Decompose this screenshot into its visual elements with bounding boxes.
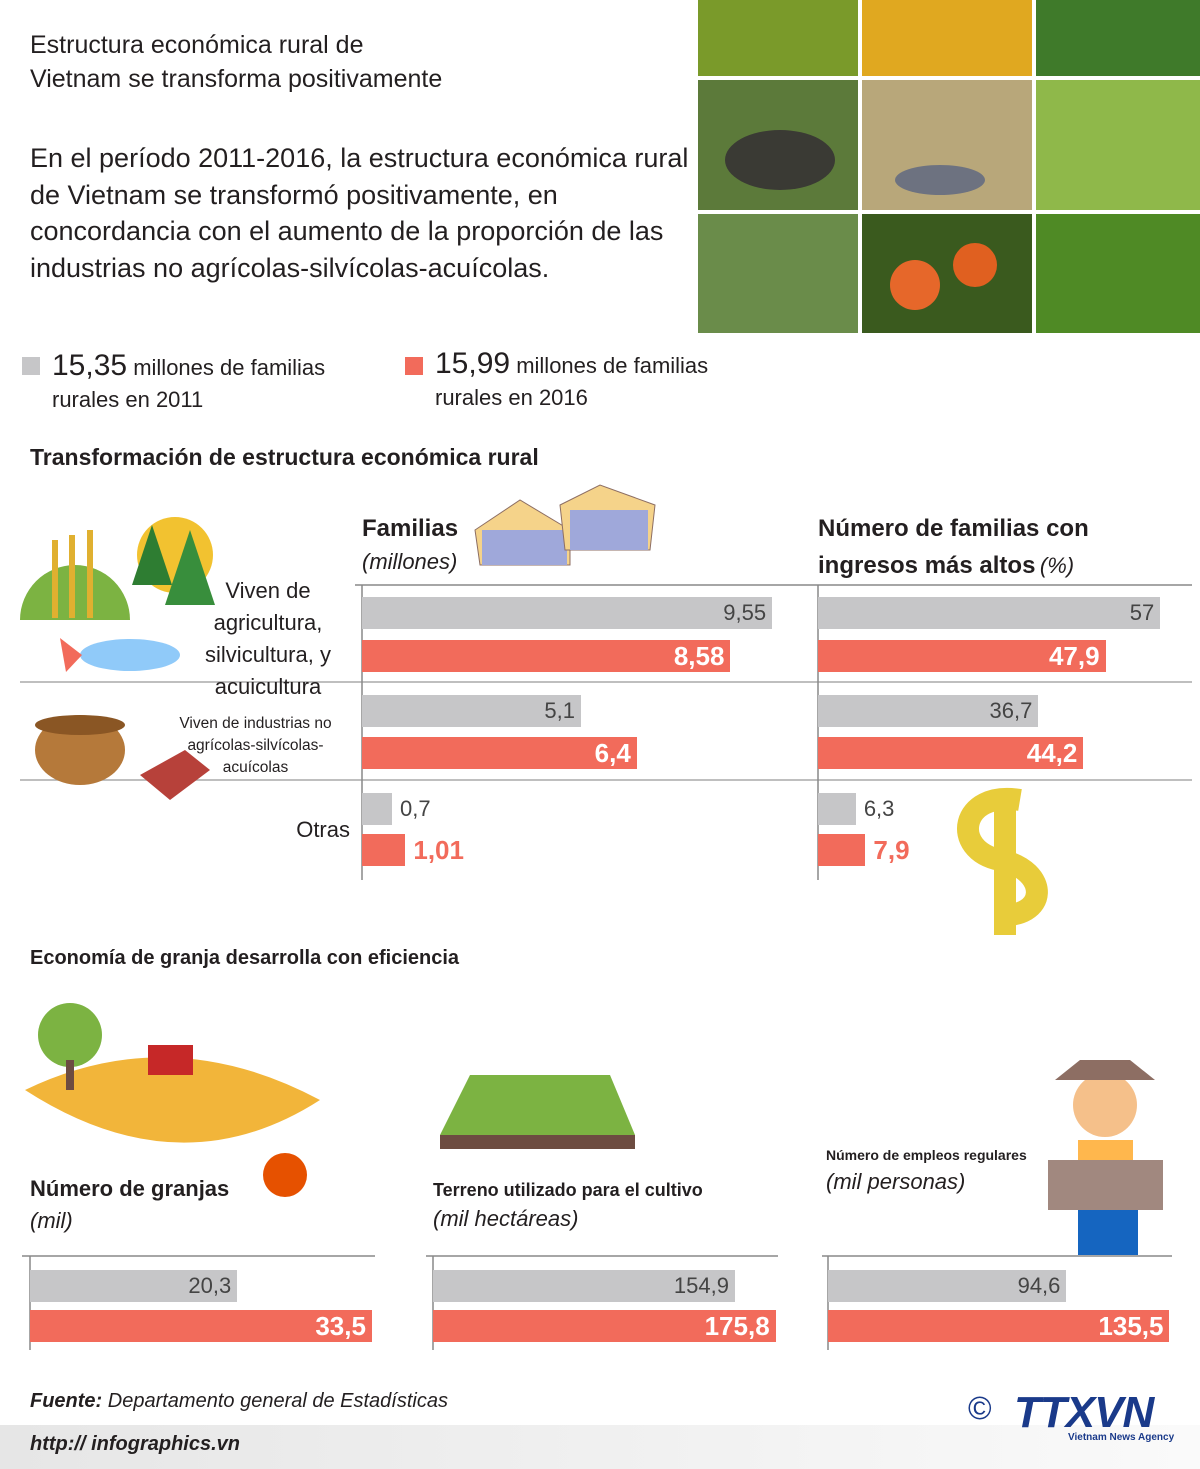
copyright: © xyxy=(968,1390,992,1426)
bar xyxy=(30,1310,372,1342)
value-label: 33,5 xyxy=(315,1311,366,1341)
source-label: Fuente: xyxy=(30,1390,103,1412)
bar xyxy=(818,640,1106,672)
url: http:// infographics.vn xyxy=(30,1433,240,1455)
category-label: Otras xyxy=(296,817,350,842)
bar xyxy=(818,793,856,825)
value-label: 5,1 xyxy=(544,698,575,723)
chart-title: Familias xyxy=(362,515,459,542)
bar xyxy=(818,695,1039,727)
bar xyxy=(362,597,773,629)
bar xyxy=(362,737,637,769)
value-label: 7,9 xyxy=(873,835,910,865)
chart-title: Terreno utilizado para el cultivo xyxy=(433,1180,703,1200)
logo: TTXVN xyxy=(1014,1388,1154,1437)
value-label: 175,8 xyxy=(704,1311,770,1341)
chart-title-block: Familias (millones) xyxy=(362,512,562,578)
bar xyxy=(362,640,731,672)
title: Estructura económica rural de Vietnam se… xyxy=(30,28,442,96)
value-label: 44,2 xyxy=(1026,738,1078,768)
value-label: 6,4 xyxy=(594,738,631,768)
value-label: 8,58 xyxy=(673,641,725,671)
bar xyxy=(433,1270,735,1302)
title-line: Vietnam se transforma positivamente xyxy=(30,65,443,93)
bar xyxy=(362,834,406,866)
intro-line: industrias no agrícolas-silvícolas-acuíc… xyxy=(30,252,550,283)
legend-item: 15,35 millones de familias rurales en 20… xyxy=(52,350,325,416)
chart-title: Número de empleos regulares xyxy=(826,1147,1027,1163)
category-label: Viven de industrias no agrícolas-silvíco… xyxy=(179,715,332,776)
legend-text: millones de familias xyxy=(516,353,709,378)
value-label: 94,6 xyxy=(1017,1273,1061,1298)
value-label: 57 xyxy=(1129,600,1155,625)
value-label: 9,55 xyxy=(723,600,767,625)
source: Fuente: Departamento general de Estadíst… xyxy=(30,1390,448,1413)
bar xyxy=(30,1270,238,1302)
value-label: 0,7 xyxy=(400,796,431,821)
section-title: Economía de granja desarrolla con eficie… xyxy=(30,947,460,969)
icons xyxy=(20,484,1163,1255)
logo-sub: Vietnam News Agency xyxy=(1068,1432,1175,1443)
footer-band xyxy=(0,1425,1200,1469)
bar xyxy=(818,597,1161,629)
legend-item: 15,99 millones de familias rurales en 20… xyxy=(435,348,708,414)
bar xyxy=(362,695,581,727)
title-line: Estructura económica rural de xyxy=(30,31,364,59)
intro-line: concordancia con el aumento de la propor… xyxy=(30,216,664,246)
chart-title: Número de granjas xyxy=(30,1176,230,1201)
bar xyxy=(828,1310,1170,1342)
legend-text: rurales en 2011 xyxy=(52,387,204,412)
chart-title-block: Número de familias con ingresos más alto… xyxy=(818,512,1118,585)
value-label: 1,01 xyxy=(413,835,464,865)
legend-text: millones de familias xyxy=(133,355,326,380)
bar xyxy=(818,737,1084,769)
bar xyxy=(362,793,393,825)
chart-subtitle: (millones) xyxy=(362,548,458,574)
legend-number: 15,35 xyxy=(52,349,128,382)
legend-number: 15,99 xyxy=(435,347,511,380)
chart-title-block: Número de empleos regulares (mil personas… xyxy=(826,1146,1126,1198)
category-label: Viven de agricultura, silvicultura, y ac… xyxy=(205,578,331,699)
intro: En el período 2011-2016, la estructura e… xyxy=(30,140,688,286)
value-label: 36,7 xyxy=(989,698,1033,723)
intro-line: En el período 2011-2016, la estructura e… xyxy=(30,143,689,173)
value-label: 20,3 xyxy=(188,1273,232,1298)
legend-text: rurales en 2016 xyxy=(435,385,588,410)
section-title: Transformación de estructura económica r… xyxy=(30,444,539,470)
bar xyxy=(818,834,866,866)
chart-subtitle: (mil hectáreas) xyxy=(433,1206,579,1232)
chart-subtitle: (mil personas) xyxy=(826,1168,966,1194)
bar xyxy=(433,1310,776,1342)
value-label: 154,9 xyxy=(673,1273,729,1298)
chart-subtitle: (%) xyxy=(1039,552,1075,578)
value-label: 135,5 xyxy=(1098,1311,1164,1341)
chart-title-block: Terreno utilizado para el cultivo (mil he… xyxy=(433,1178,773,1235)
source-text: Departamento general de Estadísticas xyxy=(107,1390,448,1412)
legend-swatch xyxy=(22,357,40,375)
intro-line: de Vietnam se transformó positivamente, … xyxy=(30,179,558,210)
photo-grid xyxy=(698,0,1200,333)
value-label: 47,9 xyxy=(1048,641,1100,671)
chart-title: Número de familias con ingresos más alto… xyxy=(818,515,1089,579)
chart-subtitle: (mil) xyxy=(30,1207,73,1233)
bar xyxy=(828,1270,1067,1302)
value-label: 6,3 xyxy=(863,796,895,821)
chart-title-block: Número de granjas (mil) xyxy=(30,1174,330,1237)
legend-swatch xyxy=(405,357,423,375)
